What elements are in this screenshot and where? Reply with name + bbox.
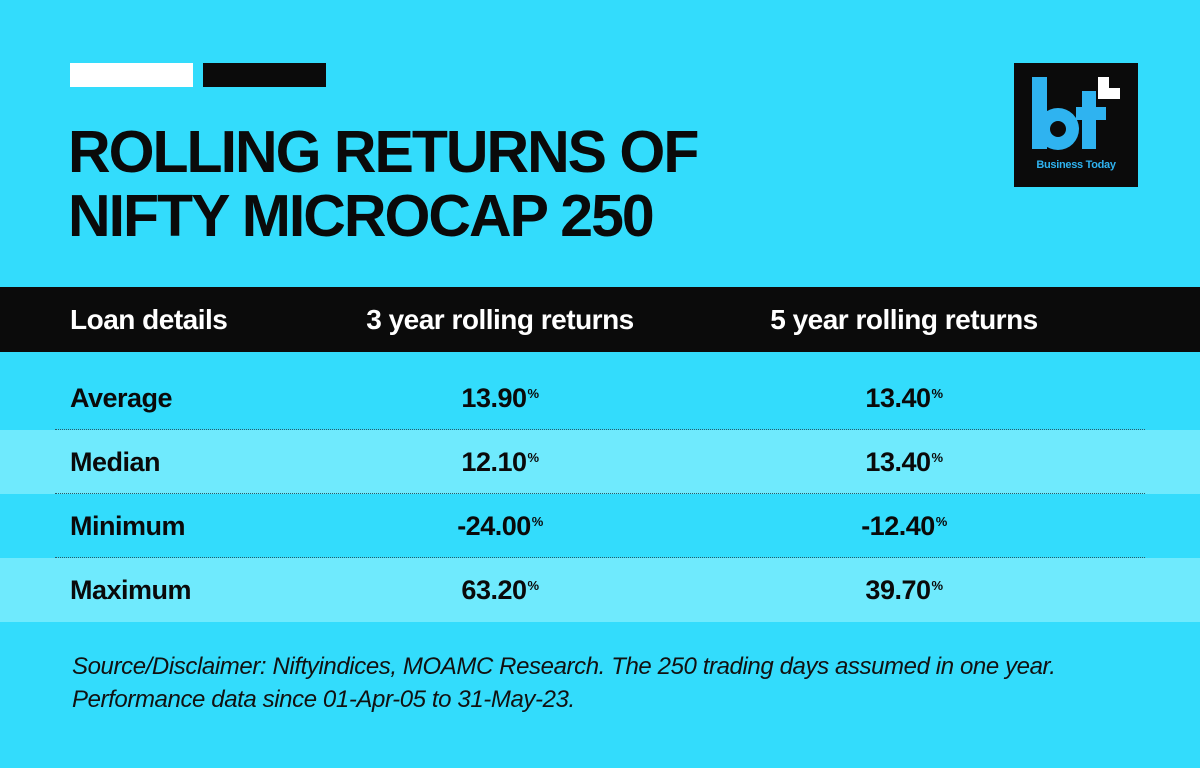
- row-label: Average: [70, 382, 173, 413]
- value-text: 12.10: [461, 446, 527, 477]
- accent-bar-black: [203, 63, 326, 87]
- value-text: 39.70: [865, 574, 931, 605]
- column-header-5yr: 5 year rolling returns: [770, 303, 1038, 335]
- source-footnote: Source/Disclaimer: Niftyindices, MOAMC R…: [72, 653, 1056, 713]
- table-row: Minimum -24.00% -12.40%: [0, 494, 1200, 558]
- title-line-2: NIFTY MICROCAP 250: [68, 183, 655, 249]
- table-header: Loan details 3 year rolling returns 5 ye…: [0, 287, 1200, 352]
- logo-caption: Business Today: [1036, 159, 1116, 171]
- row-divider: [55, 429, 1145, 430]
- row-label: Median: [70, 446, 161, 477]
- value-text: 63.20: [461, 574, 527, 605]
- table-row: Maximum 63.20% 39.70%: [0, 558, 1200, 622]
- value-3yr: -24.00%: [300, 494, 700, 558]
- percent-sign: %: [931, 386, 944, 401]
- percent-sign: %: [931, 450, 944, 465]
- column-header-label: Loan details: [70, 303, 228, 335]
- row-label: Minimum: [70, 510, 186, 541]
- returns-table: Loan details 3 year rolling returns 5 ye…: [0, 287, 1200, 622]
- table-row: Median 12.10% 13.40%: [0, 430, 1200, 494]
- value-3yr: 13.90%: [300, 366, 700, 430]
- value-text: -12.40: [861, 510, 935, 541]
- value-5yr: 39.70%: [704, 558, 1104, 622]
- row-divider: [55, 493, 1145, 494]
- business-today-logo: Business Today: [1014, 63, 1138, 187]
- row-divider: [55, 557, 1145, 558]
- value-5yr: -12.40%: [704, 494, 1104, 558]
- page-title: ROLLING RETURNS OF NIFTY MICROCAP 250: [68, 120, 968, 248]
- percent-sign: %: [935, 514, 948, 529]
- value-3yr: 63.20%: [300, 558, 700, 622]
- title-line-1: ROLLING RETURNS OF: [68, 119, 699, 185]
- bt-logo-mark: [1032, 77, 1120, 150]
- value-5yr: 13.40%: [704, 366, 1104, 430]
- value-text: 13.90: [461, 382, 527, 413]
- accent-bars: [70, 63, 326, 87]
- value-3yr: 12.10%: [300, 430, 700, 494]
- column-header-3yr: 3 year rolling returns: [366, 303, 634, 335]
- percent-sign: %: [527, 386, 540, 401]
- table-row: Average 13.90% 13.40%: [0, 366, 1200, 430]
- value-text: 13.40: [865, 382, 931, 413]
- percent-sign: %: [931, 578, 944, 593]
- value-5yr: 13.40%: [704, 430, 1104, 494]
- value-text: 13.40: [865, 446, 931, 477]
- percent-sign: %: [527, 450, 540, 465]
- value-text: -24.00: [457, 510, 531, 541]
- percent-sign: %: [527, 578, 540, 593]
- percent-sign: %: [531, 514, 544, 529]
- accent-bar-white: [70, 63, 193, 87]
- row-label: Maximum: [70, 574, 192, 605]
